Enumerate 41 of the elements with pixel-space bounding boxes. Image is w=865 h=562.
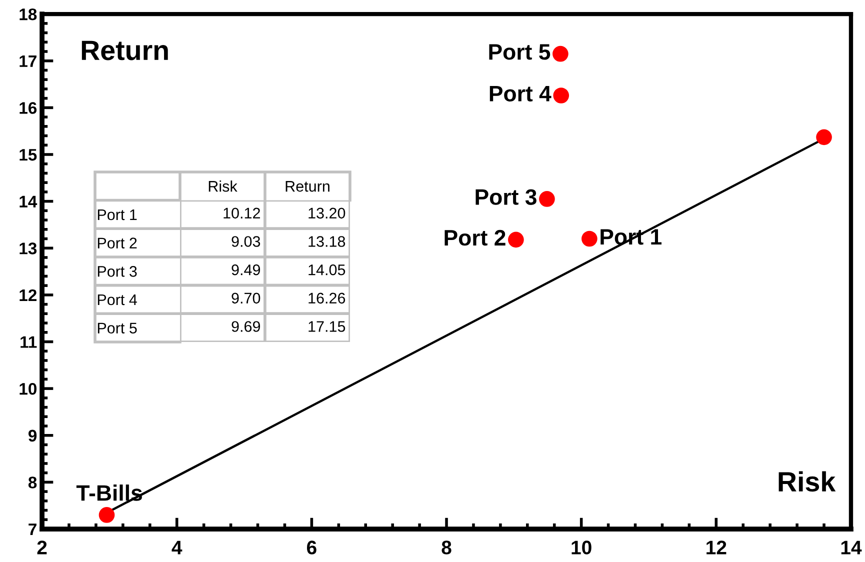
series-label: Port 2	[444, 230, 506, 246]
y-tick-label: 15	[20, 149, 37, 161]
data-label: 16.26	[308, 292, 346, 304]
x-tick-label: 12	[706, 540, 726, 554]
y-tick-label: 7	[28, 524, 36, 536]
data-label: 13.20	[308, 208, 346, 219]
x-tick-label: 8	[442, 540, 452, 554]
y-tick-label: 13	[20, 242, 37, 254]
data-label: 13.18	[308, 236, 346, 247]
x-tick-label: 14	[841, 540, 862, 554]
y-tick-label: Port 4	[98, 294, 137, 306]
series-label: Port 5	[489, 44, 550, 60]
data-label: 9.69	[232, 321, 260, 332]
x-axis-title: Risk	[778, 471, 836, 492]
y-tick-label: 12	[20, 289, 37, 301]
y-tick-label: 18	[20, 8, 37, 20]
y-tick-label: 16	[20, 102, 37, 114]
y-tick-label: Port 5	[98, 322, 137, 334]
series-label: T-Bills	[76, 484, 142, 501]
data-label: 14.05	[308, 264, 346, 276]
y-tick-label: 17	[20, 55, 36, 67]
x-tick-label: 6	[306, 540, 316, 554]
data-label: 17.15	[308, 321, 346, 332]
data-label: 10.12	[224, 208, 260, 219]
data-label: 9.49	[232, 264, 260, 276]
y-tick-label: Port 1	[98, 209, 137, 220]
y-tick-label: Port 2	[98, 238, 137, 248]
data-label: 9.70	[232, 292, 260, 304]
x-tick-label: 2	[37, 540, 47, 554]
x-tick-label: 10	[572, 540, 592, 554]
y-tick-label: Port 3	[98, 266, 137, 277]
data-label: 9.03	[232, 236, 260, 247]
y-tick-label: 9	[28, 430, 37, 442]
series-label: Port 4	[490, 86, 552, 102]
y-tick-label: 8	[28, 476, 37, 488]
x-tick-label: 4	[172, 540, 182, 554]
y-tick-label: 14	[20, 196, 38, 208]
y-tick-label: 11	[20, 336, 37, 348]
series-label: Port 3	[476, 189, 536, 205]
y-axis-title: Return	[82, 40, 168, 60]
y-tick-label: 10	[20, 382, 36, 395]
